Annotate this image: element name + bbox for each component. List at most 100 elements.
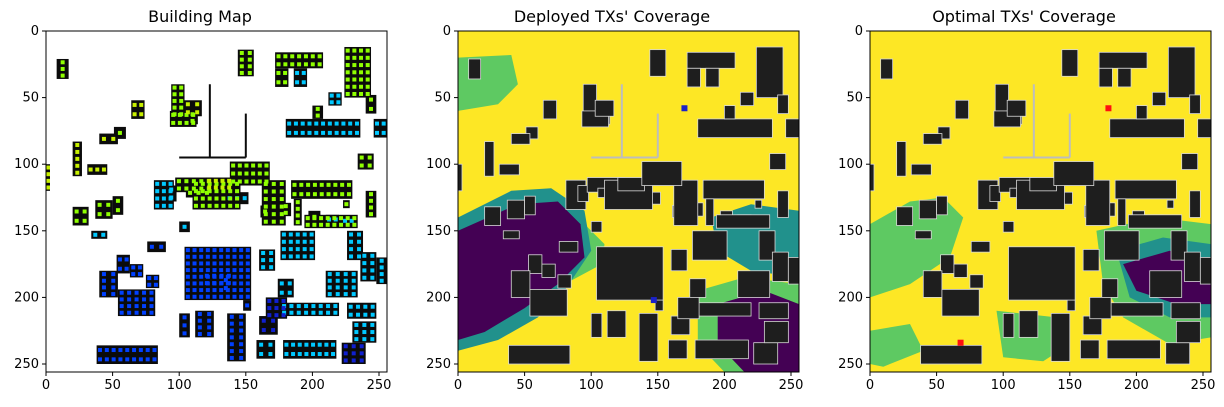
rooftop-marker bbox=[295, 80, 300, 85]
rooftop-marker bbox=[193, 181, 198, 186]
rooftop-marker bbox=[309, 254, 314, 259]
panel-title: Deployed TXs' Coverage bbox=[513, 7, 711, 26]
rooftop-marker bbox=[264, 179, 269, 184]
rooftop-marker bbox=[207, 181, 212, 186]
building bbox=[1128, 214, 1183, 229]
rooftop-marker bbox=[192, 248, 197, 253]
rooftop-marker bbox=[199, 294, 204, 299]
building bbox=[261, 180, 286, 226]
rooftop-marker bbox=[271, 328, 276, 333]
rooftop-marker bbox=[245, 261, 250, 266]
rooftop-marker bbox=[242, 196, 247, 201]
transmitter-marker bbox=[1105, 105, 1112, 112]
rooftop-marker bbox=[207, 185, 212, 190]
rooftop-marker bbox=[228, 189, 233, 194]
rooftop-marker bbox=[310, 62, 315, 67]
rooftop-marker bbox=[239, 70, 244, 75]
rooftop-marker bbox=[244, 171, 249, 176]
rooftop-marker bbox=[281, 247, 286, 252]
coverage-map-image bbox=[458, 31, 799, 372]
rooftop-marker bbox=[276, 54, 281, 59]
rooftop-marker bbox=[379, 272, 384, 277]
rooftop-marker bbox=[169, 195, 174, 200]
rooftop-marker bbox=[232, 248, 237, 253]
rooftop-marker bbox=[276, 62, 281, 67]
rooftop-marker bbox=[179, 98, 184, 103]
rooftop-marker bbox=[75, 149, 80, 154]
rooftop-marker bbox=[312, 222, 317, 227]
rooftop-marker bbox=[354, 322, 359, 327]
building bbox=[771, 251, 789, 282]
rooftop-marker bbox=[297, 54, 302, 59]
rooftop-marker bbox=[212, 274, 217, 279]
rooftop-marker bbox=[228, 196, 233, 201]
y-tick-label: 250 bbox=[838, 357, 863, 372]
building bbox=[1151, 91, 1167, 106]
rooftop-marker bbox=[247, 50, 252, 55]
building bbox=[737, 270, 771, 298]
building bbox=[347, 230, 364, 261]
rooftop-marker bbox=[192, 288, 197, 293]
rooftop-marker bbox=[283, 210, 288, 215]
rooftop-marker bbox=[261, 328, 266, 333]
rooftop-marker bbox=[247, 70, 252, 75]
rooftop-marker bbox=[101, 232, 106, 237]
rooftop-marker bbox=[214, 189, 219, 194]
rooftop-marker bbox=[339, 216, 344, 221]
building bbox=[758, 230, 776, 261]
rooftop-marker bbox=[346, 192, 351, 197]
building bbox=[1104, 302, 1164, 317]
rooftop-marker bbox=[138, 348, 143, 353]
rooftop-marker bbox=[295, 213, 300, 218]
rooftop-marker bbox=[199, 281, 204, 286]
panel-building-map: Building Map 0 50 100 150 200 250 0 50 100 150 200… bbox=[0, 0, 400, 407]
rooftop-marker bbox=[207, 196, 212, 201]
rooftop-marker bbox=[101, 292, 106, 297]
rooftop-marker bbox=[325, 216, 330, 221]
rooftop-marker bbox=[341, 121, 346, 126]
rooftop-marker bbox=[327, 130, 332, 135]
rooftop-marker bbox=[312, 182, 317, 187]
rooftop-marker bbox=[287, 121, 292, 126]
rooftop-marker bbox=[244, 163, 249, 168]
rooftop-marker bbox=[45, 178, 50, 183]
panel-optimal-coverage: Optimal TXs' Coverage 0 50 100 150 200 250 0 50… bbox=[824, 0, 1224, 407]
rooftop-marker bbox=[239, 328, 244, 333]
rooftop-marker bbox=[212, 268, 217, 273]
rooftop-marker bbox=[138, 357, 143, 362]
rooftop-marker bbox=[375, 121, 380, 126]
axes-frame bbox=[457, 30, 800, 373]
rooftop-marker bbox=[289, 304, 294, 309]
rooftop-marker bbox=[311, 352, 316, 357]
rooftop-marker bbox=[345, 222, 350, 227]
rooftop-marker bbox=[200, 203, 205, 208]
x-tick-label: 100 bbox=[991, 378, 1016, 393]
rooftop-marker bbox=[75, 163, 80, 168]
rooftop-marker bbox=[302, 232, 307, 237]
building bbox=[1166, 199, 1175, 209]
rooftop-marker bbox=[370, 330, 375, 335]
building bbox=[1197, 118, 1211, 138]
rooftop-marker bbox=[239, 268, 244, 273]
building bbox=[347, 302, 377, 319]
y-tick-label: 150 bbox=[426, 224, 451, 239]
building bbox=[1085, 179, 1111, 226]
rooftop-marker bbox=[124, 257, 129, 262]
rooftop-marker bbox=[354, 130, 359, 135]
rooftop-marker bbox=[324, 342, 329, 347]
rooftop-marker bbox=[300, 121, 305, 126]
building bbox=[195, 310, 214, 338]
rooftop-marker bbox=[169, 187, 174, 192]
rooftop-marker bbox=[182, 315, 187, 320]
y-tick-label: 100 bbox=[14, 157, 39, 172]
rooftop-marker bbox=[207, 203, 212, 208]
rooftop-marker bbox=[205, 254, 210, 259]
rooftop-marker bbox=[119, 290, 124, 295]
rooftop-marker bbox=[271, 212, 276, 217]
rooftop-marker bbox=[279, 197, 284, 202]
rooftop-marker bbox=[145, 357, 150, 362]
rooftop-marker bbox=[232, 288, 237, 293]
rooftop-marker bbox=[75, 156, 80, 161]
rooftop-marker bbox=[365, 55, 370, 60]
y-tick-label: 200 bbox=[426, 290, 451, 305]
